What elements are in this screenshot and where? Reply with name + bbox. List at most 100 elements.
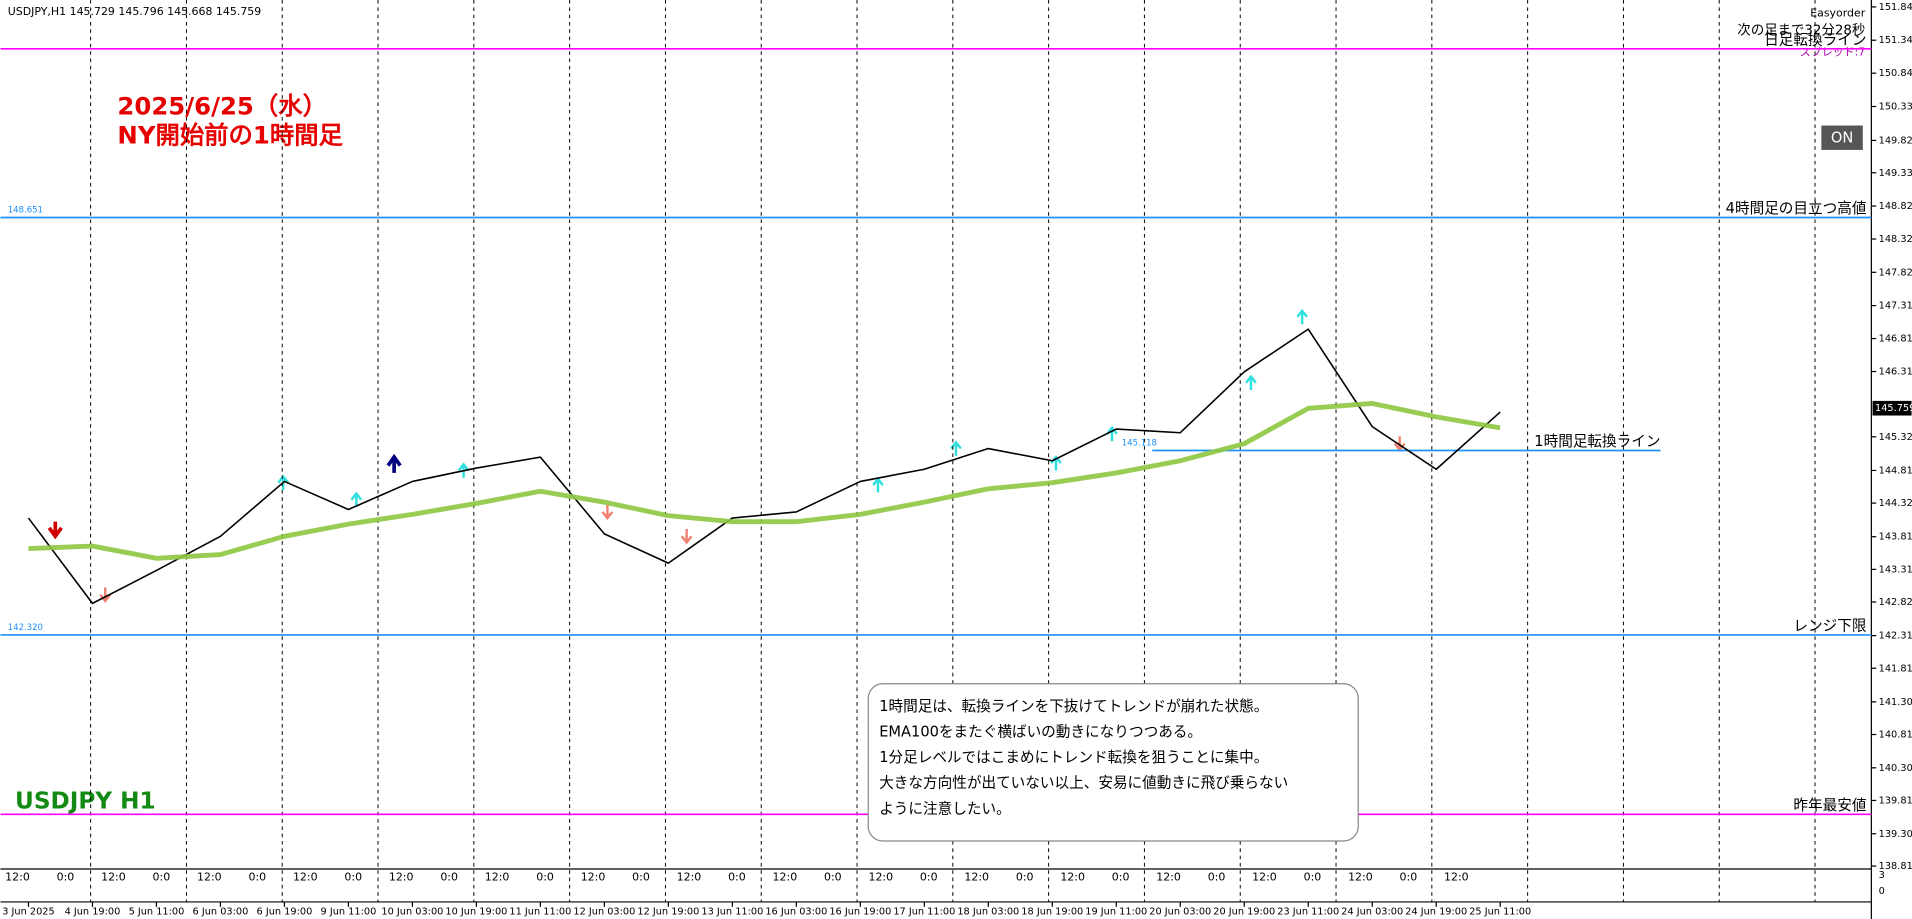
x-tick-label: 11 Jun 11:00	[509, 907, 571, 918]
y-tick-label: 144.32	[1879, 498, 1912, 509]
signal-arrow	[277, 474, 290, 490]
y-tick-label: 145.325	[1879, 432, 1912, 443]
annotation-title: NY開始前の1時間足	[117, 121, 343, 150]
signal-arrow	[601, 504, 614, 520]
y-tick-label: 150.335	[1879, 101, 1912, 112]
signal-arrows	[47, 308, 1406, 603]
y-tick-label: 148.325	[1879, 234, 1912, 245]
x-tick-label: 19 Jun 11:00	[1085, 907, 1147, 918]
time-label: 0:0	[1208, 871, 1226, 884]
x-tick-label: 12 Jun 03:00	[573, 907, 635, 918]
x-tick-label: 20 Jun 03:00	[1149, 907, 1211, 918]
horizontal-line-price: 148.651	[8, 206, 43, 216]
signal-arrow	[872, 477, 884, 493]
time-label: 12:0	[1252, 871, 1277, 884]
y-tick-label: 138.815	[1879, 861, 1912, 872]
x-tick-label: 12 Jun 19:00	[637, 907, 699, 918]
annotation-date: 2025/6/25（水）	[117, 91, 327, 120]
x-tick-label: 6 Jun 03:00	[193, 907, 249, 918]
x-tick-label: 10 Jun 03:00	[381, 907, 443, 918]
last-price-box	[1872, 400, 1912, 416]
y-tick-label: 147.315	[1879, 301, 1912, 312]
y-tick-label: 144.815	[1879, 465, 1912, 476]
y-tick-label: 149.33	[1879, 168, 1912, 179]
note-frame	[867, 683, 1359, 842]
time-label: 12:0	[868, 871, 893, 884]
time-label: 0:0	[1400, 871, 1418, 884]
time-label: 12:0	[1156, 871, 1181, 884]
time-label: 0:0	[1112, 871, 1130, 884]
y-tick-label: 141.305	[1879, 697, 1912, 708]
time-label: 12:0	[293, 871, 318, 884]
x-tick-label: 20 Jun 19:00	[1213, 907, 1275, 918]
time-label: 0:0	[57, 871, 75, 884]
x-tick-label: 23 Jun 11:00	[1277, 907, 1339, 918]
y-tick-label: 151.845	[1879, 2, 1912, 13]
y-tick-label: 147.82	[1879, 267, 1912, 278]
time-label: 12:0	[1060, 871, 1085, 884]
horizontal-line-price: 145.118	[1122, 439, 1157, 449]
x-tick-label: 18 Jun 03:00	[957, 907, 1019, 918]
note-line: 大きな方向性が出ていない以上、安易に値動きに飛び乗らない	[879, 775, 1288, 792]
signal-arrow	[1296, 308, 1308, 325]
x-tick-label: 13 Jun 11:00	[701, 907, 763, 918]
indicator-tick-label: 0	[1879, 886, 1885, 897]
horizontal-line-label: 昨年最安値	[1793, 797, 1866, 814]
time-label: 12:0	[101, 871, 126, 884]
y-tick-label: 139.81	[1879, 795, 1912, 806]
x-tick-label: 24 Jun 19:00	[1405, 907, 1467, 918]
y-tick-label: 142.82	[1879, 597, 1912, 608]
horizontal-line-label: 1時間足転換ライン	[1534, 433, 1660, 450]
y-tick-label: 148.825	[1879, 201, 1912, 212]
indicator-tick-label: 3	[1879, 870, 1885, 881]
on-button[interactable]	[1821, 125, 1863, 150]
time-label: 12:0	[773, 871, 798, 884]
on-button-label[interactable]: ON	[1831, 129, 1853, 146]
horizontal-line-price: 142.320	[8, 623, 43, 633]
x-tick-label: 16 Jun 19:00	[829, 907, 891, 918]
signal-arrow	[1245, 374, 1257, 391]
x-tick-label: 25 Jun 11:00	[1469, 907, 1531, 918]
time-label: 0:0	[1304, 871, 1322, 884]
time-label: 0:0	[632, 871, 650, 884]
y-tick-label: 151.34	[1879, 35, 1912, 46]
time-label: 12:0	[1348, 871, 1373, 884]
y-tick-label: 140.81	[1879, 730, 1912, 741]
y-tick-label: 143.315	[1879, 564, 1912, 575]
time-label: 12:0	[197, 871, 222, 884]
y-tick-label: 143.81	[1879, 532, 1912, 543]
symbol-label: USDJPY H1	[15, 788, 156, 814]
time-label: 12:0	[1444, 871, 1469, 884]
horizontal-line-label: 日足転換ライン	[1764, 31, 1866, 48]
time-label: 0:0	[536, 871, 554, 884]
x-tick-label: 9 Jun 11:00	[321, 907, 377, 918]
time-label: 0:0	[440, 871, 458, 884]
y-tick-label: 146.815	[1879, 334, 1912, 345]
y-tick-label: 142.31	[1879, 631, 1912, 642]
time-label: 0:0	[153, 871, 171, 884]
note-line: 1時間足は、転換ラインを下抜けてトレンドが崩れた状態。	[879, 698, 1268, 715]
time-label: 12:0	[964, 871, 989, 884]
horizontal-line-label: 4時間足の目立つ高値	[1726, 200, 1867, 217]
x-tick-label: 10 Jun 19:00	[445, 907, 507, 918]
horizontal-line-label: レンジ下限	[1793, 617, 1866, 634]
y-tick-label: 146.315	[1879, 367, 1912, 378]
time-label: 12:0	[485, 871, 510, 884]
y-tick-label: 139.305	[1879, 829, 1912, 840]
x-tick-label: 24 Jun 03:00	[1341, 907, 1403, 918]
x-tick-label: 5 Jun 11:00	[129, 907, 185, 918]
y-tick-label: 141.815	[1879, 663, 1912, 674]
x-tick-label: 3 Jun 2025	[2, 907, 54, 918]
time-label: 0:0	[920, 871, 938, 884]
signal-arrow	[680, 528, 693, 545]
note-line: ように注意したい。	[879, 799, 1010, 817]
price-line	[27, 328, 1501, 605]
broker-label: Easyorder	[1810, 6, 1866, 19]
ema-line	[28, 401, 1501, 561]
y-tick-label: 150.84	[1879, 68, 1912, 79]
time-label: 0:0	[728, 871, 746, 884]
x-tick-label: 18 Jun 19:00	[1021, 907, 1083, 918]
note-box: 1時間足は、転換ラインを下抜けてトレンドが崩れた状態。 EMA100をまたぐ横ばい…	[867, 683, 1359, 842]
time-label: 0:0	[824, 871, 842, 884]
